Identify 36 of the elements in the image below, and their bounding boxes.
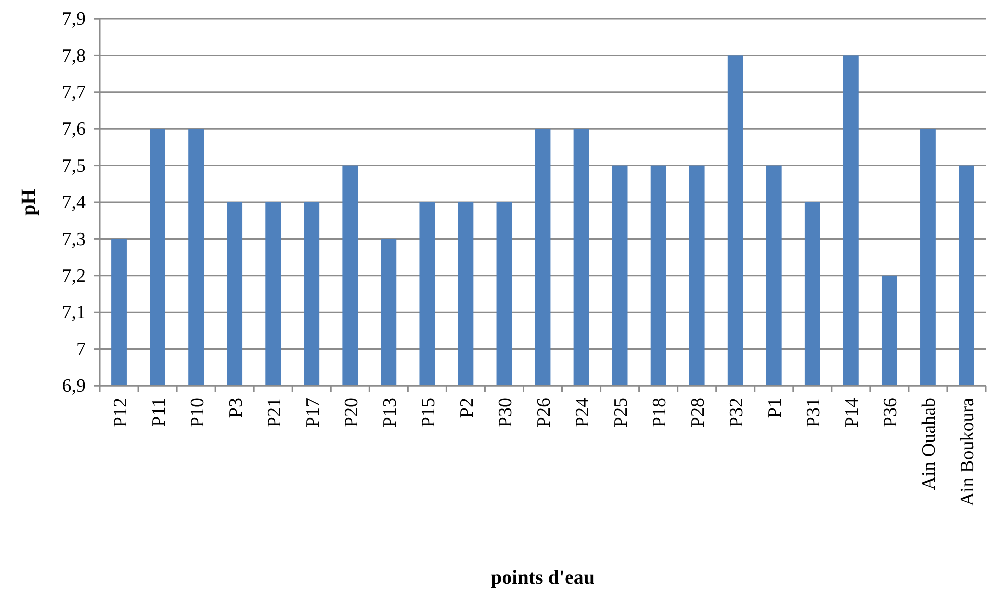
x-tick-label: P13: [380, 398, 401, 428]
x-tick-label: P31: [804, 398, 825, 428]
x-axis-title: points d'eau: [491, 567, 595, 589]
y-tick-label: 7,9: [62, 9, 86, 30]
x-tick-label: P14: [842, 398, 864, 428]
x-tick-label: P12: [110, 398, 132, 428]
x-tick-label: P26: [534, 398, 555, 428]
x-tick-label: Ain Boukoura: [958, 397, 979, 506]
x-tick-label: P25: [611, 398, 632, 428]
y-axis-title: pH: [18, 188, 40, 216]
y-tick-label: 7,3: [62, 229, 86, 250]
y-tick-label: 7,6: [62, 119, 86, 140]
x-tick-label: P30: [495, 398, 516, 428]
x-tick-label: P15: [418, 398, 440, 428]
x-tick-label: P1: [765, 398, 786, 418]
x-tick-label: P3: [226, 398, 247, 418]
x-tick-label: P17: [302, 398, 324, 428]
y-tick-label: 6,9: [62, 376, 86, 398]
y-tick-label: 7,5: [62, 156, 86, 177]
x-tick-label: P36: [880, 398, 902, 428]
y-tick-label: 7,4: [62, 192, 86, 214]
x-tick-label: P24: [572, 398, 594, 428]
x-tick-label: P28: [688, 398, 710, 428]
x-tick-label: P2: [456, 398, 478, 418]
x-tick-label: P20: [341, 398, 362, 428]
y-tick-label: 7,7: [62, 82, 86, 104]
x-tick-label: P18: [650, 398, 671, 428]
x-tick-label: P21: [264, 398, 286, 428]
x-tick-label: P32: [726, 398, 748, 428]
y-tick-label: 7,2: [62, 266, 86, 287]
x-tick-label: Ain Ouahab: [919, 398, 940, 490]
x-tick-label: P10: [187, 398, 208, 428]
y-tick-label: 7: [76, 339, 86, 360]
x-tick-label: P11: [148, 398, 170, 427]
y-tick-label: 7,8: [62, 46, 86, 67]
y-tick-label: 7,1: [62, 302, 86, 324]
